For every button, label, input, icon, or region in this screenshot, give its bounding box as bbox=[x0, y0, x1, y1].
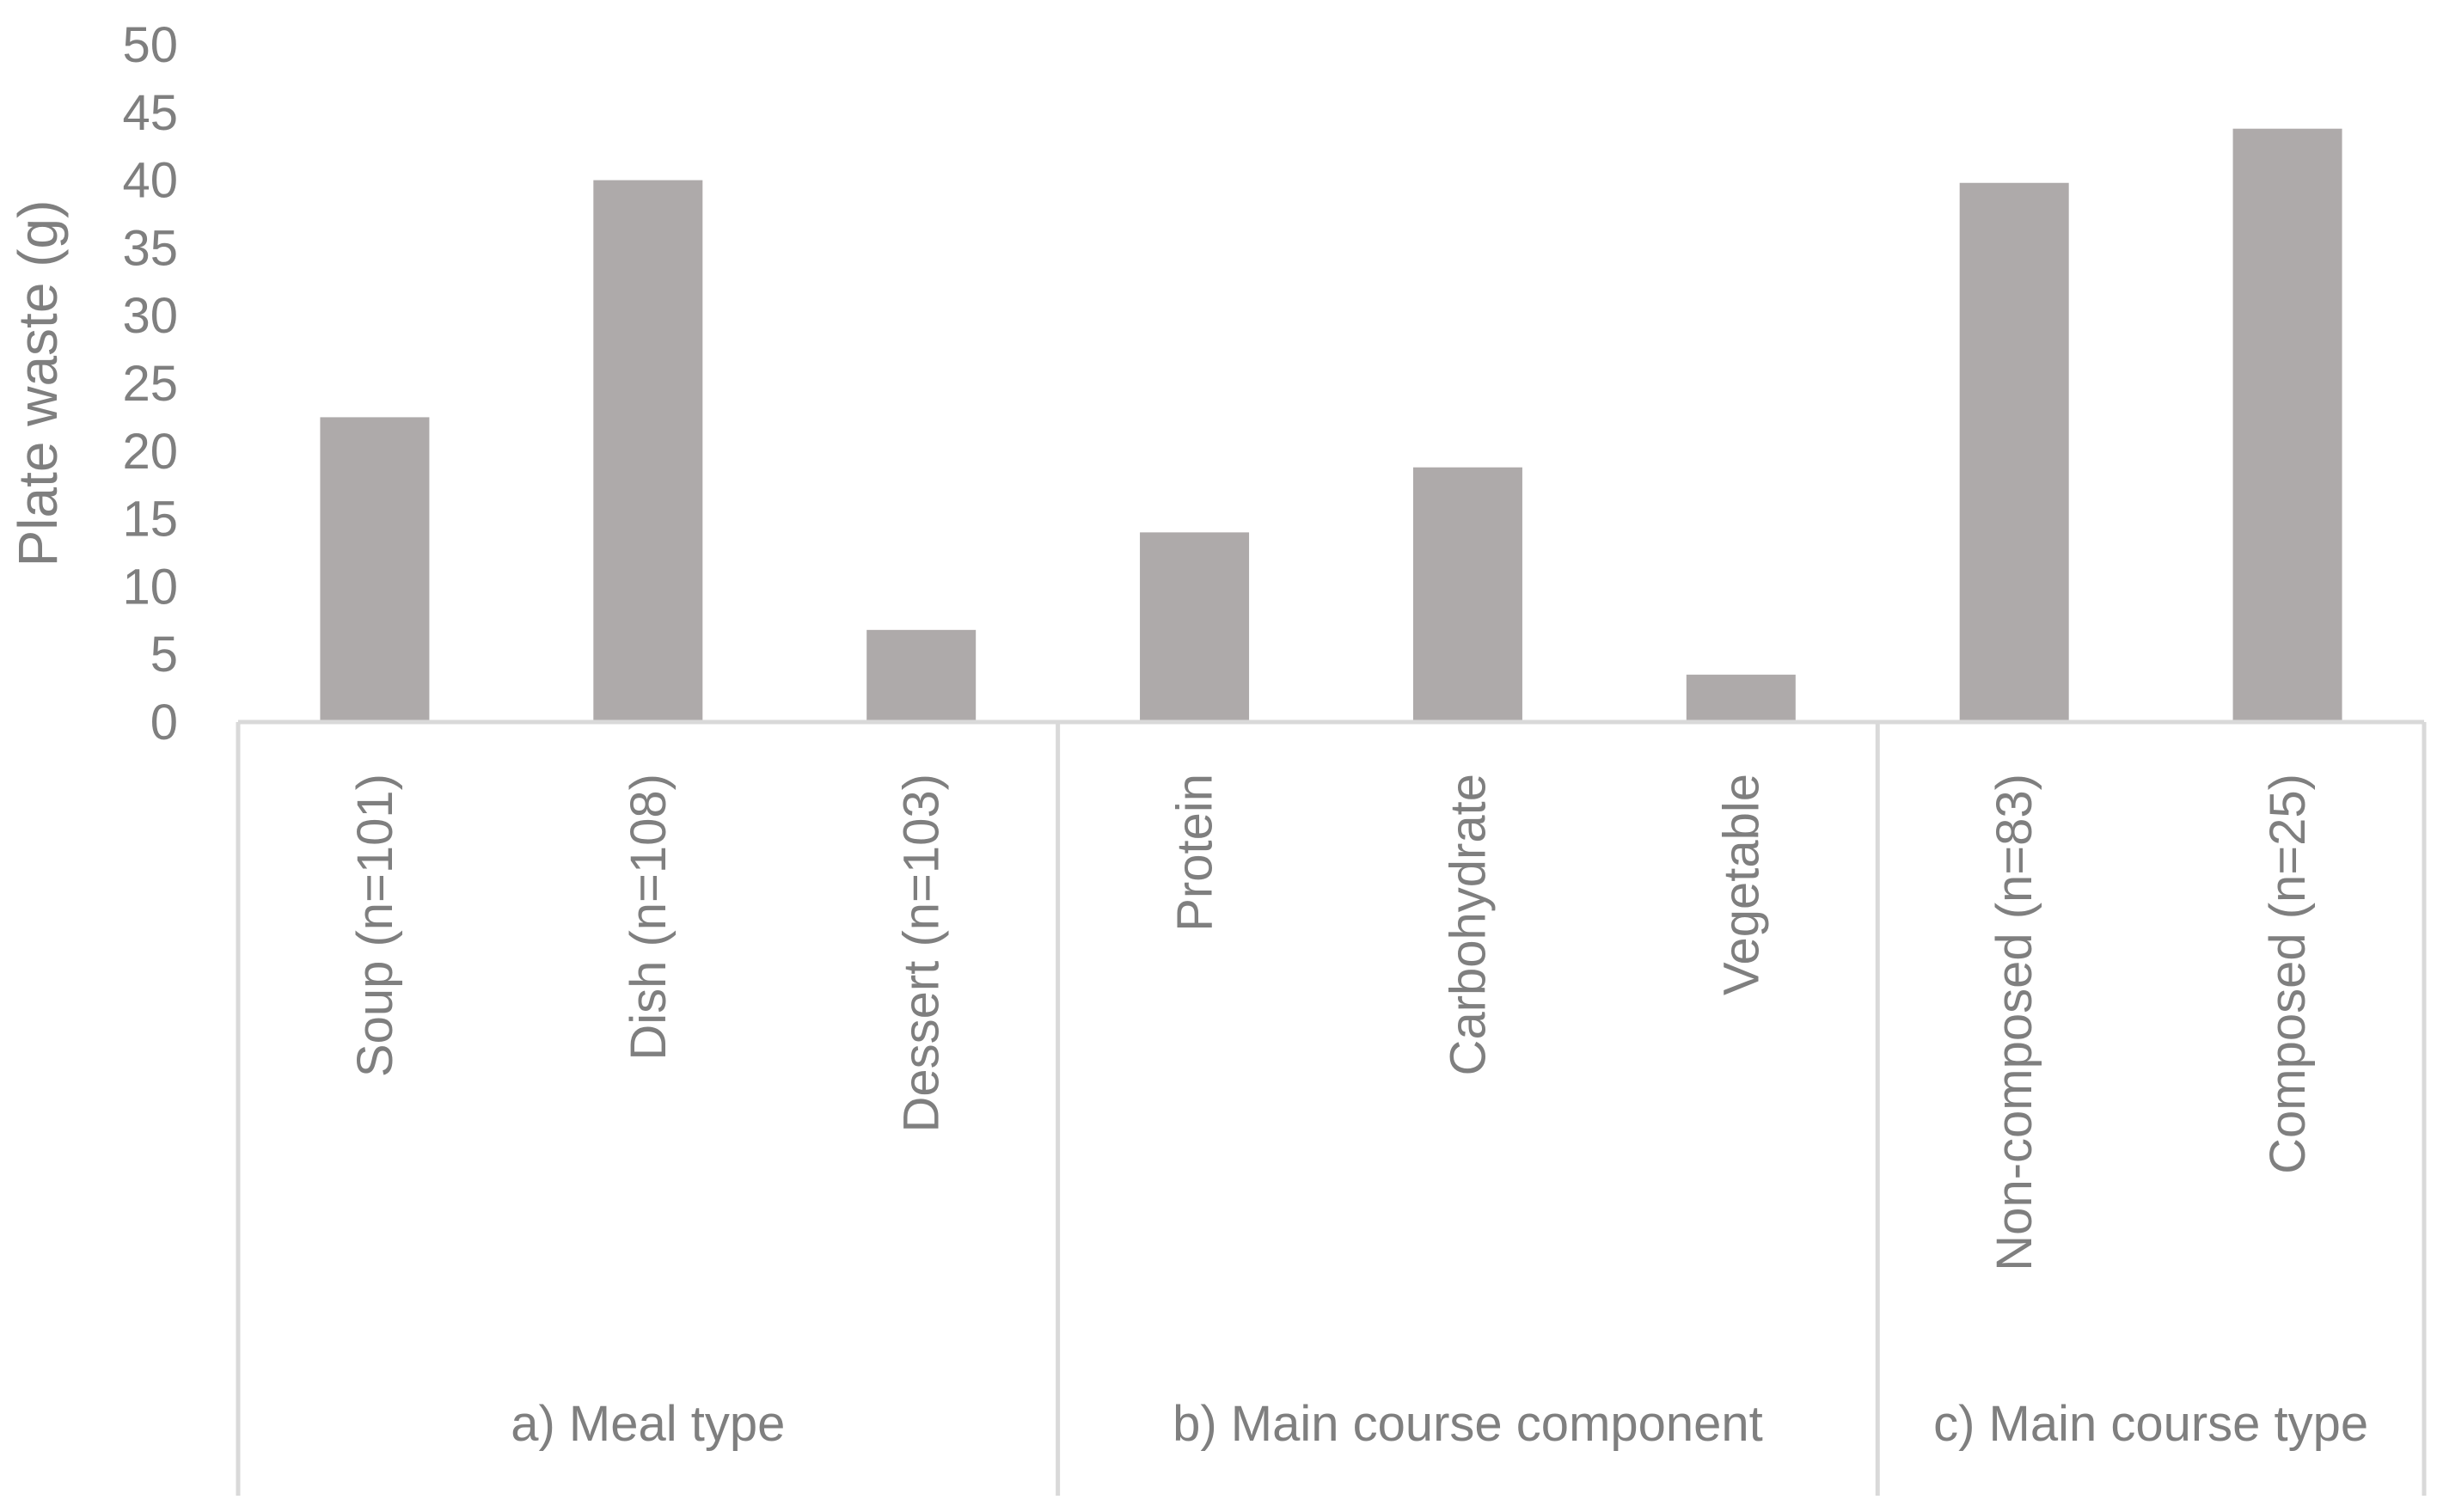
y-tick-label: 50 bbox=[122, 17, 178, 73]
y-tick-label: 0 bbox=[150, 695, 178, 750]
y-tick-label: 30 bbox=[122, 288, 178, 344]
group-label: a) Meal type bbox=[511, 1396, 785, 1452]
category-label: Dish (n=108) bbox=[621, 774, 677, 1061]
category-label: Non-composed (n=83) bbox=[1987, 774, 2042, 1271]
y-tick-label: 25 bbox=[122, 356, 178, 412]
y-tick-label: 10 bbox=[122, 559, 178, 615]
bar bbox=[1412, 467, 1522, 722]
bar bbox=[593, 180, 703, 723]
y-axis-title: Plate waste (g) bbox=[7, 200, 69, 567]
category-label: Vegetable bbox=[1713, 774, 1769, 995]
y-tick-label: 35 bbox=[122, 220, 178, 276]
bar bbox=[1686, 674, 1796, 722]
bar bbox=[866, 629, 977, 722]
group-labels: a) Meal type b) Main course component c) M… bbox=[511, 1396, 2368, 1452]
axis-lines bbox=[236, 719, 2427, 1496]
category-label: Dessert (n=103) bbox=[894, 774, 950, 1132]
bars bbox=[320, 128, 2342, 723]
category-label: Carbohydrate bbox=[1440, 774, 1496, 1075]
y-tick-label: 5 bbox=[150, 627, 178, 683]
bar bbox=[2232, 128, 2342, 722]
category-label: Composed (n=25) bbox=[2260, 774, 2316, 1174]
bar bbox=[320, 417, 430, 722]
y-tick-label: 15 bbox=[122, 492, 178, 548]
bar bbox=[1959, 182, 2069, 722]
category-label: Protein bbox=[1167, 774, 1223, 932]
y-tick-label: 40 bbox=[122, 153, 178, 209]
category-labels: Soup (n=101) Dish (n=108) Dessert (n=103) P… bbox=[347, 774, 2316, 1271]
category-label: Soup (n=101) bbox=[347, 774, 403, 1077]
y-tick-label: 45 bbox=[122, 85, 178, 141]
group-label: b) Main course component bbox=[1173, 1396, 1763, 1452]
bar bbox=[1140, 532, 1250, 722]
y-axis-title-group: Plate waste (g) bbox=[7, 200, 69, 567]
group-label: c) Main course type bbox=[1933, 1396, 2368, 1452]
y-axis-ticks: 0 5 10 15 20 25 30 35 40 45 50 bbox=[122, 17, 178, 750]
y-tick-label: 20 bbox=[122, 424, 178, 480]
